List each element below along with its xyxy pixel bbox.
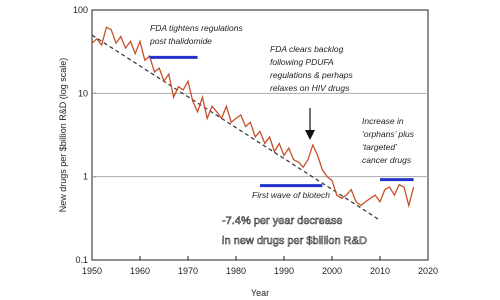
annotation: regulations & perhaps bbox=[270, 70, 353, 80]
annotation: ‘orphans’ plus bbox=[362, 129, 415, 139]
annotation: cancer drugs bbox=[362, 155, 412, 165]
annotation: FDA clears backlog bbox=[270, 44, 344, 54]
plot-frame bbox=[91, 9, 429, 261]
x-tick-label: 1950 bbox=[82, 266, 102, 276]
annotation: First wave of biotech bbox=[252, 190, 330, 200]
annotation: post thalidomide bbox=[149, 36, 212, 46]
y-axis-label: New drugs per $billion R&D (log scale) bbox=[58, 58, 68, 213]
annotation: FDA tightens regulations bbox=[150, 23, 244, 33]
annotation: Increase in bbox=[362, 116, 404, 126]
x-tick-label: 1970 bbox=[178, 266, 198, 276]
data-line bbox=[91, 26, 415, 209]
y-tick-label: 10 bbox=[78, 88, 88, 98]
annotation: in new drugs per $billion R&D bbox=[222, 235, 367, 247]
y-tick-label: 100 bbox=[73, 5, 88, 15]
y-tick-label: 0.1 bbox=[75, 255, 88, 265]
x-tick-label: 2010 bbox=[370, 266, 390, 276]
x-tick-label: 1980 bbox=[226, 266, 246, 276]
trend-line bbox=[91, 34, 381, 221]
x-tick-label: 2020 bbox=[418, 266, 438, 276]
x-tick-label: 2000 bbox=[322, 266, 342, 276]
annotation: following PDUFA bbox=[270, 57, 334, 67]
arrow-head bbox=[305, 130, 315, 140]
x-tick-label: 1990 bbox=[274, 266, 294, 276]
x-axis-label: Year bbox=[251, 288, 269, 298]
x-tick-label: 1960 bbox=[130, 266, 150, 276]
annotation: relaxes on HIV drugs bbox=[270, 83, 350, 93]
y-tick-label: 1 bbox=[83, 172, 88, 182]
annotation: ‘targeted’ bbox=[362, 142, 397, 152]
annotation: -7.4% per year decrease bbox=[222, 215, 342, 227]
